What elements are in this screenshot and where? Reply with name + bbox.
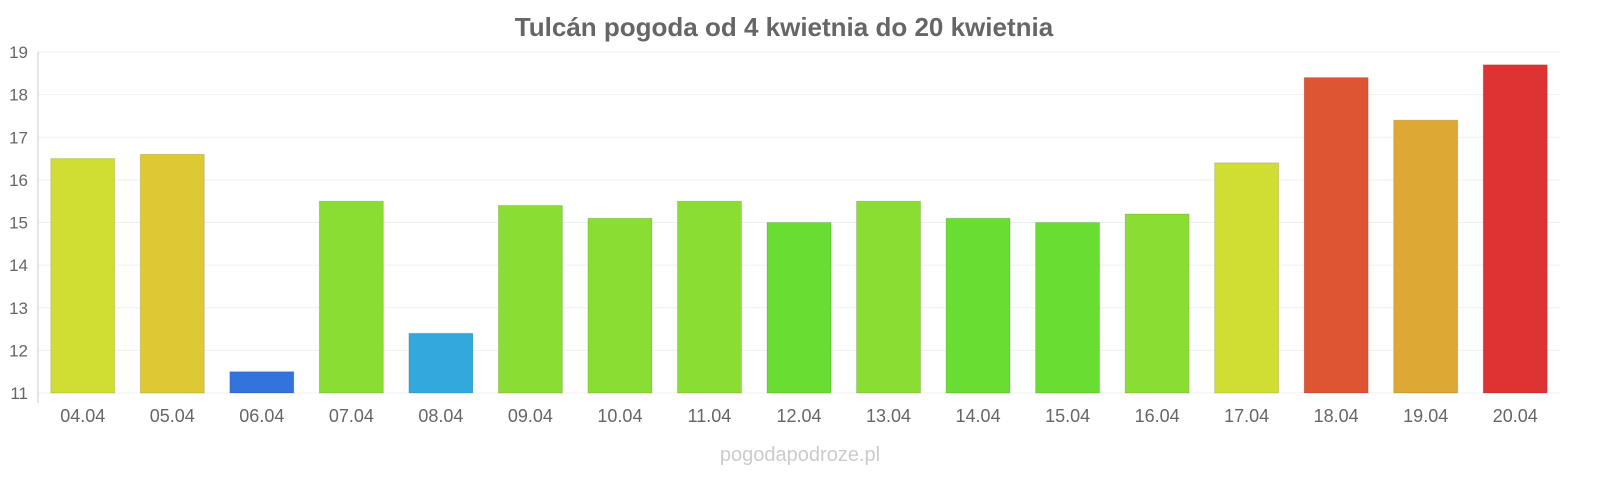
x-tick-label: 16.04: [1135, 406, 1180, 426]
x-tick-label: 06.04: [239, 406, 284, 426]
y-tick-label: 14: [9, 256, 28, 275]
bar-18.04[interactable]: [1303, 77, 1369, 394]
y-tick-label: 16: [9, 171, 28, 190]
bar-12.04[interactable]: [766, 222, 832, 394]
y-tick-label: 19: [9, 43, 28, 62]
x-tick-label: 14.04: [956, 406, 1001, 426]
x-tick-label: 20.04: [1493, 406, 1538, 426]
bar-14.04[interactable]: [945, 217, 1011, 394]
y-tick-label: 12: [9, 341, 28, 360]
x-tick-label: 17.04: [1224, 406, 1269, 426]
chart-title: Tulcán pogoda od 4 kwietnia do 20 kwietn…: [515, 12, 1054, 42]
y-tick-label: 11: [10, 384, 28, 403]
bar-15.04[interactable]: [1035, 222, 1101, 394]
x-tick-label: 19.04: [1403, 406, 1448, 426]
bar-20.04[interactable]: [1482, 64, 1548, 394]
bar-06.04[interactable]: [229, 371, 295, 394]
y-tick-label: 13: [9, 299, 28, 318]
bar-07.04[interactable]: [318, 200, 384, 394]
x-tick-label: 09.04: [508, 406, 553, 426]
x-tick-label: 08.04: [418, 406, 463, 426]
watermark: pogodapodroze.pl: [720, 444, 880, 466]
x-tick-label: 04.04: [60, 406, 105, 426]
bar-11.04[interactable]: [676, 200, 742, 394]
bar-04.04[interactable]: [50, 158, 116, 394]
y-tick-label: 17: [9, 128, 28, 147]
x-tick-label: 13.04: [866, 406, 911, 426]
bar-09.04[interactable]: [497, 204, 563, 394]
x-tick-label: 15.04: [1045, 406, 1090, 426]
x-tick-label: 10.04: [597, 406, 642, 426]
bar-05.04[interactable]: [139, 153, 205, 394]
bar-08.04[interactable]: [408, 332, 474, 394]
bar-13.04[interactable]: [856, 200, 922, 394]
x-tick-label: 18.04: [1314, 406, 1359, 426]
bar-10.04[interactable]: [587, 217, 653, 394]
x-tick-label: 12.04: [776, 406, 821, 426]
bar-19.04[interactable]: [1393, 119, 1459, 394]
bar-16.04[interactable]: [1124, 213, 1190, 394]
y-tick-label: 15: [9, 214, 28, 233]
x-tick-label: 05.04: [150, 406, 195, 426]
bar-17.04[interactable]: [1214, 162, 1280, 394]
x-tick-label: 07.04: [329, 406, 374, 426]
x-tick-label: 11.04: [688, 406, 732, 426]
y-tick-label: 18: [9, 86, 28, 105]
